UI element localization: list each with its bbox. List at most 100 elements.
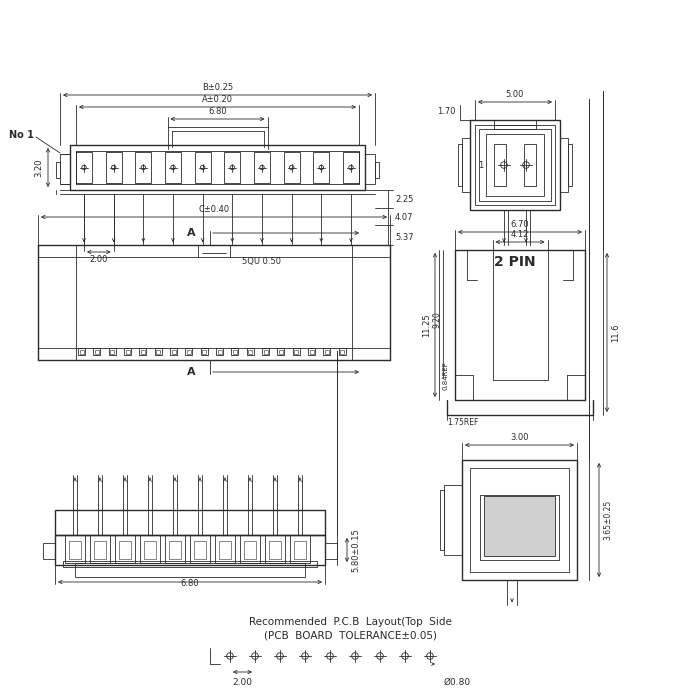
- Bar: [63, 561, 317, 567]
- Bar: [486, 134, 544, 196]
- Bar: [110, 349, 114, 354]
- Text: 5.37: 5.37: [395, 232, 414, 241]
- Bar: [480, 495, 559, 560]
- Bar: [290, 535, 310, 563]
- Bar: [194, 541, 206, 559]
- Bar: [262, 348, 269, 355]
- Bar: [187, 349, 191, 354]
- Bar: [155, 348, 162, 355]
- Bar: [309, 349, 314, 354]
- Text: 5.00: 5.00: [506, 90, 524, 99]
- Bar: [201, 348, 208, 355]
- Bar: [265, 535, 285, 563]
- Bar: [568, 144, 572, 186]
- Bar: [156, 349, 160, 354]
- Bar: [233, 349, 237, 354]
- Bar: [479, 129, 551, 201]
- Text: 1.75REF: 1.75REF: [447, 418, 478, 427]
- Bar: [444, 485, 462, 555]
- Bar: [279, 349, 283, 354]
- Text: 6.80: 6.80: [181, 579, 199, 588]
- Bar: [69, 541, 81, 559]
- Bar: [475, 125, 555, 205]
- Bar: [224, 152, 240, 183]
- Bar: [325, 543, 337, 559]
- Bar: [560, 138, 568, 192]
- Bar: [470, 468, 569, 572]
- Text: C±0.40: C±0.40: [198, 205, 230, 214]
- Bar: [308, 348, 315, 355]
- Bar: [144, 541, 156, 559]
- Bar: [339, 348, 346, 355]
- Text: A: A: [188, 367, 196, 377]
- Bar: [246, 348, 253, 355]
- Text: 1: 1: [478, 160, 484, 169]
- Bar: [218, 349, 221, 354]
- Text: 4.07: 4.07: [395, 213, 414, 221]
- Bar: [202, 349, 206, 354]
- Bar: [219, 541, 231, 559]
- Bar: [94, 349, 99, 354]
- Bar: [365, 154, 375, 184]
- Bar: [186, 348, 192, 355]
- Bar: [170, 348, 177, 355]
- Text: A: A: [188, 228, 196, 238]
- Bar: [293, 348, 300, 355]
- Bar: [43, 543, 55, 559]
- Bar: [165, 535, 185, 563]
- Bar: [56, 162, 60, 178]
- Bar: [248, 349, 252, 354]
- Text: 5.80±0.15: 5.80±0.15: [351, 528, 360, 572]
- Bar: [93, 348, 100, 355]
- Bar: [284, 152, 300, 183]
- Bar: [269, 541, 281, 559]
- Bar: [343, 152, 359, 183]
- Bar: [124, 348, 131, 355]
- Text: 2.25: 2.25: [395, 195, 414, 204]
- Text: 3.00: 3.00: [510, 433, 528, 442]
- Bar: [78, 348, 85, 355]
- Text: Recommended  P.C.B  Layout(Top  Side: Recommended P.C.B Layout(Top Side: [248, 617, 452, 627]
- Bar: [195, 152, 211, 183]
- Text: 2.00: 2.00: [232, 678, 253, 687]
- Text: A±0.20: A±0.20: [202, 95, 233, 104]
- Bar: [60, 154, 70, 184]
- Bar: [115, 535, 135, 563]
- Text: 4.12: 4.12: [511, 230, 529, 239]
- Text: 11.25: 11.25: [422, 313, 431, 337]
- Bar: [216, 348, 223, 355]
- Bar: [76, 152, 92, 183]
- Bar: [294, 349, 298, 354]
- Bar: [340, 349, 344, 354]
- Text: 1.70: 1.70: [438, 108, 456, 116]
- Bar: [140, 535, 160, 563]
- Bar: [244, 541, 256, 559]
- Text: 0.84REF: 0.84REF: [443, 362, 449, 391]
- Bar: [524, 144, 536, 186]
- Bar: [55, 535, 325, 565]
- Text: 5QU 0.50: 5QU 0.50: [242, 257, 281, 266]
- Bar: [375, 162, 379, 178]
- Bar: [165, 152, 181, 183]
- Text: Ø0.80: Ø0.80: [444, 678, 471, 687]
- Text: 11.6: 11.6: [611, 323, 620, 342]
- Bar: [277, 348, 284, 355]
- Text: 3.65±0.25: 3.65±0.25: [603, 500, 612, 540]
- Bar: [135, 152, 151, 183]
- Text: No 1: No 1: [9, 130, 34, 140]
- Bar: [169, 541, 181, 559]
- Bar: [470, 120, 560, 210]
- Text: 9.20: 9.20: [433, 312, 442, 328]
- Bar: [106, 152, 122, 183]
- Bar: [294, 541, 306, 559]
- Text: 2 PIN: 2 PIN: [494, 255, 536, 269]
- Bar: [440, 490, 444, 550]
- Bar: [215, 535, 235, 563]
- Text: 3.20: 3.20: [34, 158, 43, 176]
- Text: 6.70: 6.70: [511, 220, 529, 229]
- Bar: [325, 349, 329, 354]
- Text: 2.00: 2.00: [90, 255, 108, 264]
- Bar: [80, 349, 83, 354]
- Bar: [323, 348, 330, 355]
- Bar: [458, 144, 462, 186]
